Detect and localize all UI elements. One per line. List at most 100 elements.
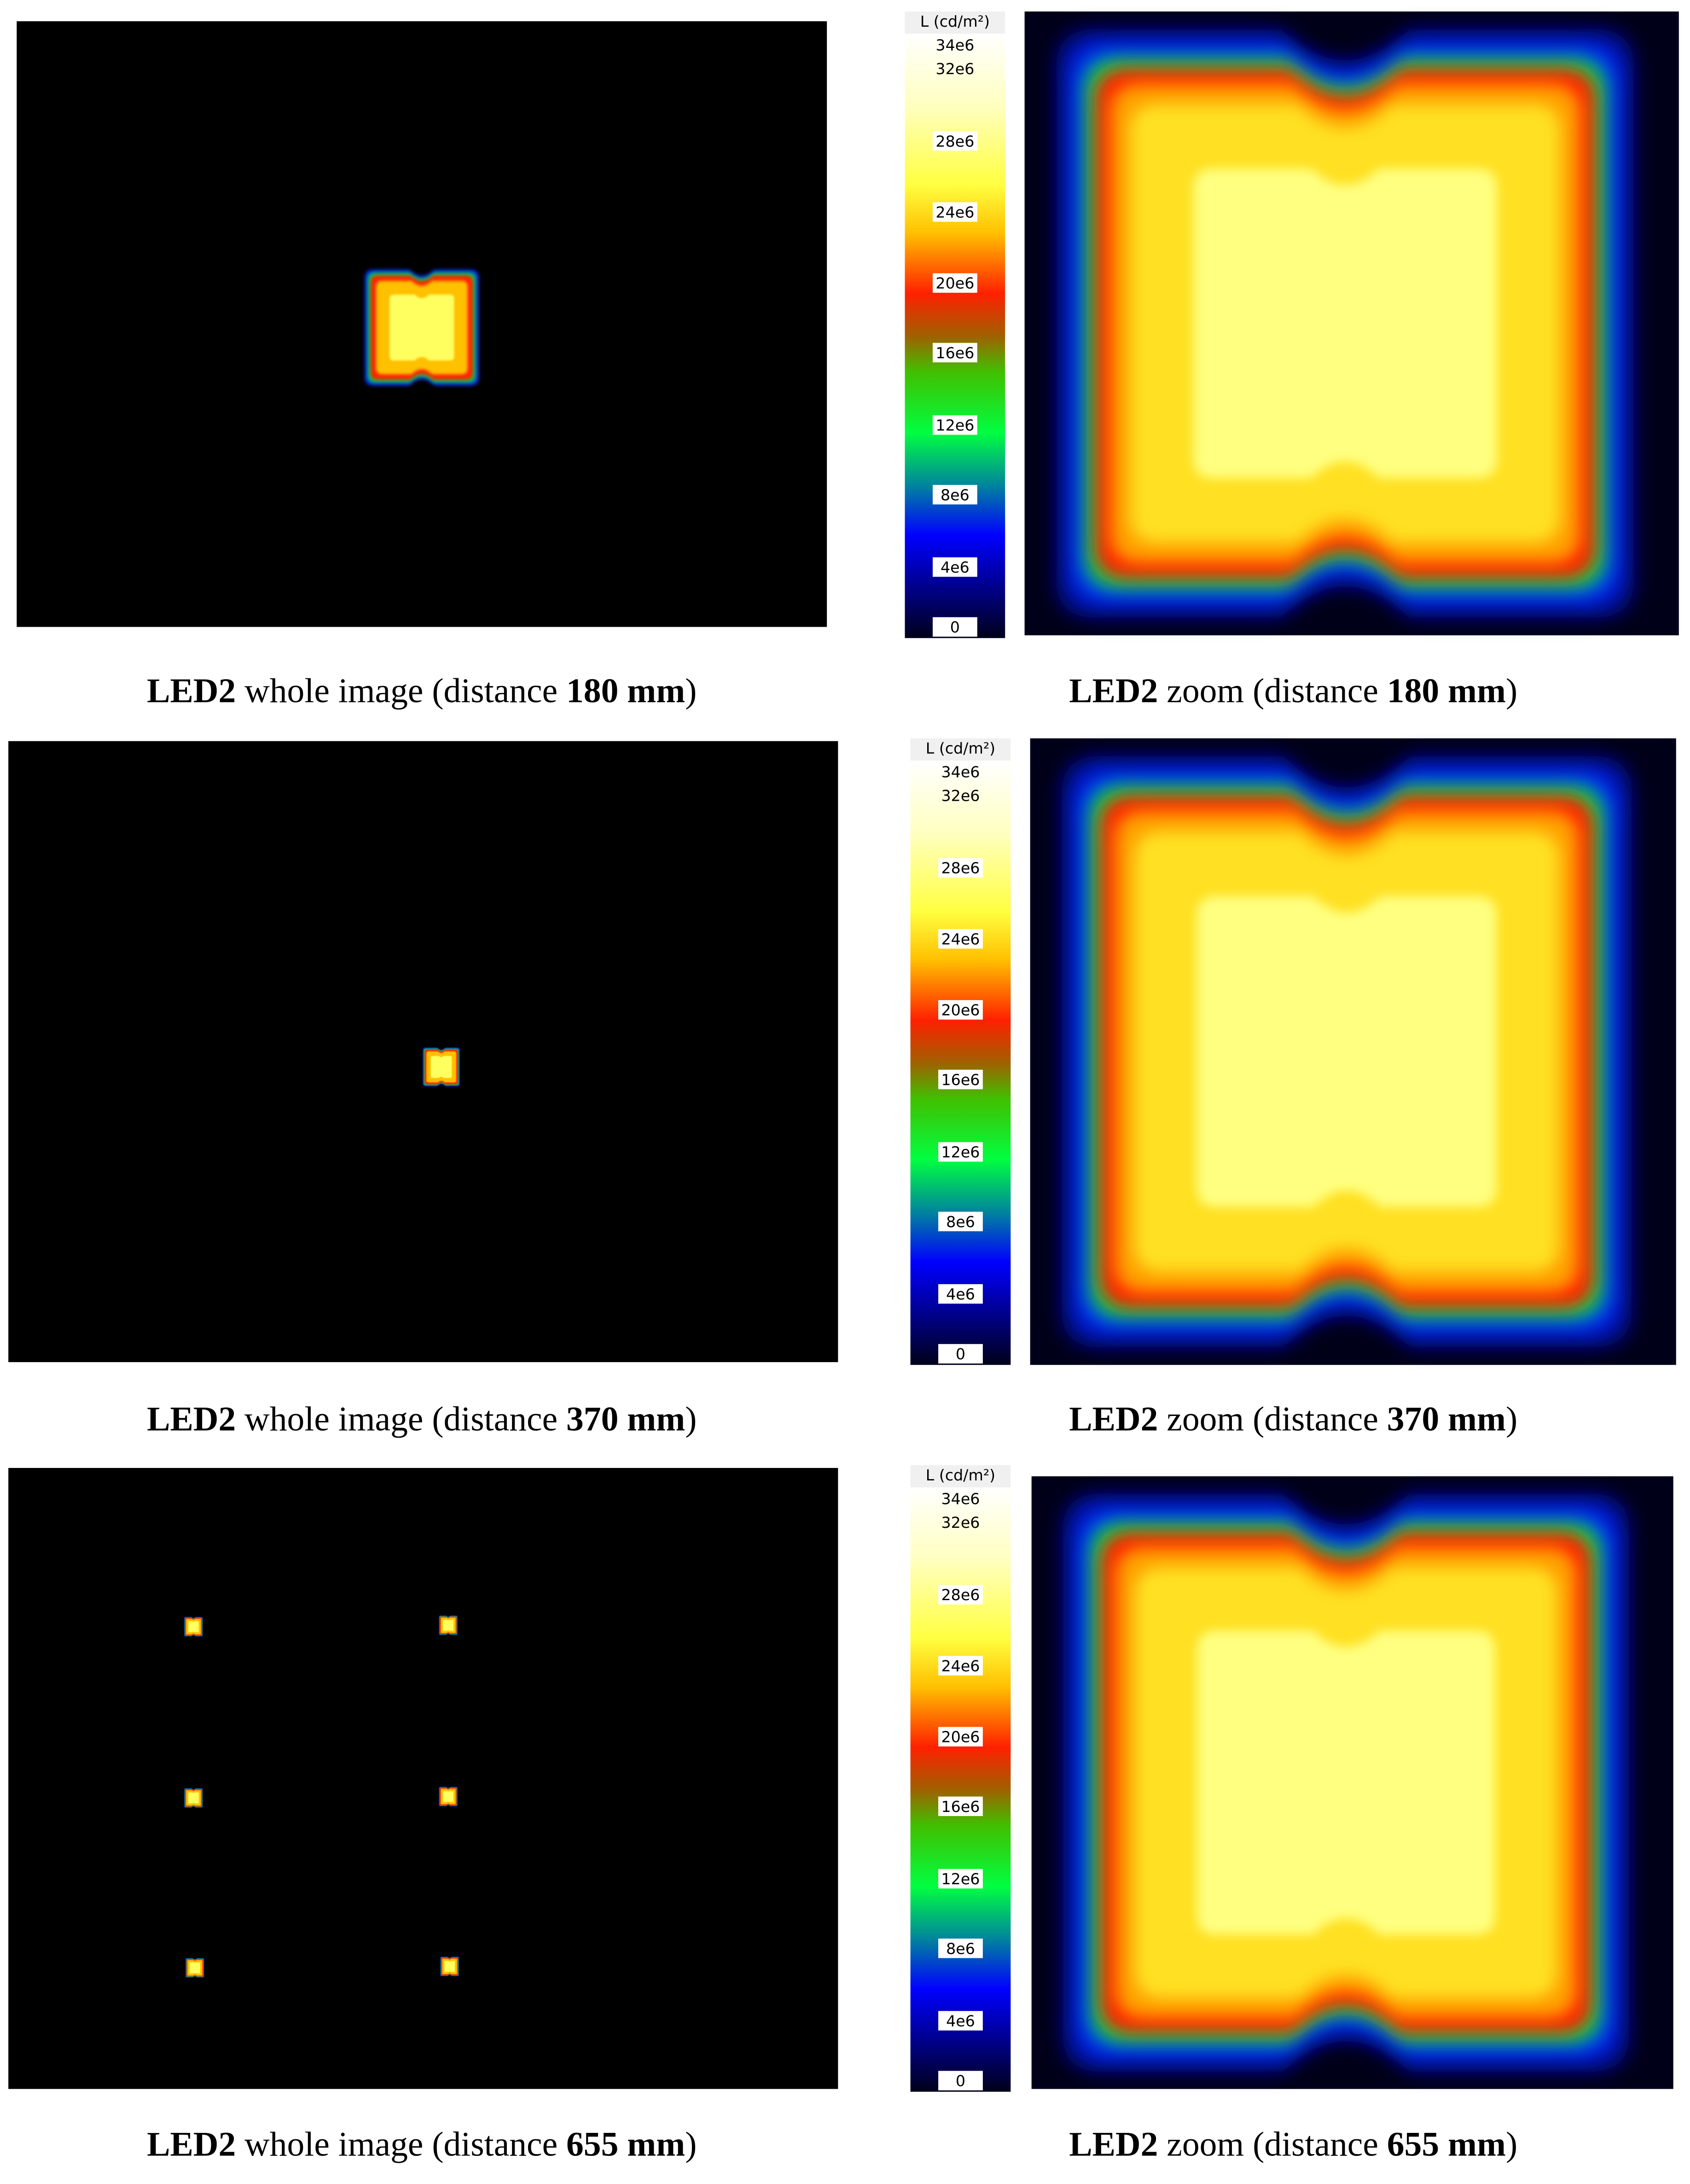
colorbar	[910, 1487, 1011, 2092]
caption: LED2 whole image (distance 655 mm)	[147, 2126, 697, 2164]
led-layer	[188, 1792, 199, 1804]
caption-part: )	[1506, 672, 1517, 710]
tick-box	[938, 1284, 983, 1304]
tick-box	[938, 1000, 983, 1020]
led-image	[439, 1787, 458, 1806]
colorbar-tick-label: 28e6	[941, 859, 980, 877]
caption-part: )	[685, 672, 697, 710]
colorbar-tick-label: 0	[956, 1345, 965, 1363]
caption-part: LED2	[1069, 2126, 1158, 2164]
caption-part: LED2	[147, 2126, 236, 2164]
colorbar-tick-label: 0	[950, 618, 960, 636]
tick-box	[938, 929, 983, 949]
led-layer	[1196, 896, 1497, 1207]
caption: LED2 zoom (distance 370 mm)	[1069, 1400, 1517, 1438]
led-layer	[444, 1961, 455, 1972]
caption-part: 655 mm	[1387, 2126, 1506, 2164]
led-image	[423, 1048, 460, 1086]
led-image	[1063, 1494, 1629, 2072]
caption-part: )	[1506, 2126, 1517, 2164]
led-image	[184, 1617, 203, 1637]
tick-box	[933, 273, 977, 293]
caption-part: 180 mm	[566, 672, 685, 710]
colorbar-title: L (cd/m²)	[926, 1466, 995, 1484]
caption-part: LED2	[147, 672, 236, 710]
led-image	[439, 1615, 458, 1635]
colorbar-tick-label: 16e6	[935, 344, 974, 362]
colorbar-tick-label: 34e6	[941, 763, 980, 781]
colorbar-title: L (cd/m²)	[926, 740, 995, 757]
colorbar-tick-label: 20e6	[935, 274, 974, 292]
led-image	[365, 270, 479, 385]
caption-part: LED2	[1069, 672, 1158, 710]
tick-box	[933, 617, 977, 637]
colorbar-tick-label: 8e6	[941, 486, 970, 504]
led-layer	[443, 1619, 454, 1631]
tick-box	[938, 2071, 983, 2091]
colorbar-tick-label: 4e6	[946, 1285, 975, 1303]
colorbar	[910, 760, 1011, 1365]
colorbar-tick-label: 4e6	[946, 2012, 975, 2030]
tick-box	[938, 1070, 983, 1089]
colorbar-tick-label: 32e6	[935, 60, 974, 78]
led-image	[440, 1957, 459, 1976]
tick-box	[938, 1869, 983, 1889]
colorbar-tick-label: 34e6	[935, 36, 974, 54]
led-image	[184, 1788, 203, 1808]
tick-box	[938, 1656, 983, 1676]
colorbar-tick-label: 16e6	[941, 1798, 980, 1816]
colorbar-tick-label: 12e6	[941, 1870, 980, 1888]
colorbar-tick-label: 0	[956, 2072, 965, 2090]
led-layer	[188, 1621, 199, 1632]
colorbar-tick-label: 24e6	[935, 203, 974, 221]
colorbar	[905, 34, 1005, 638]
led-layer	[1193, 169, 1497, 478]
tick-box	[938, 1796, 983, 1816]
led-image	[186, 1958, 204, 1978]
tick-box	[938, 2011, 983, 2031]
colorbar-tick-label: 4e6	[941, 559, 970, 577]
caption-part: whole image (distance	[236, 1400, 566, 1438]
tick-box	[933, 343, 977, 362]
colorbar-tick-label: 20e6	[941, 1001, 980, 1019]
caption: LED2 whole image (distance 180 mm)	[147, 672, 697, 710]
colorbar-tick-label: 24e6	[941, 1657, 980, 1675]
tick-box	[938, 1727, 983, 1747]
led-layer	[189, 1962, 200, 1974]
tick-box	[938, 858, 983, 878]
caption-part: 370 mm	[1387, 1400, 1506, 1438]
caption: LED2 zoom (distance 180 mm)	[1069, 672, 1517, 710]
tick-box	[933, 415, 977, 435]
caption-part: )	[1506, 1400, 1517, 1438]
colorbar-tick-label: 20e6	[941, 1728, 980, 1746]
caption-part: 180 mm	[1387, 672, 1506, 710]
tick-box	[933, 131, 977, 151]
caption-part: whole image (distance	[236, 2126, 566, 2164]
tick-box	[938, 1939, 983, 1958]
colorbar-tick-label: 8e6	[946, 1213, 975, 1231]
colorbar-tick-label: 32e6	[941, 1514, 980, 1532]
led-layer	[389, 294, 454, 361]
led-layer	[1197, 1631, 1495, 1935]
caption-part: )	[685, 2126, 697, 2164]
caption-part: )	[685, 1400, 697, 1438]
caption-part: whole image (distance	[236, 672, 566, 710]
caption-part: zoom (distance	[1158, 2126, 1387, 2164]
colorbar-tick-label: 24e6	[941, 930, 980, 948]
tick-box	[933, 557, 977, 577]
tick-box	[938, 1584, 983, 1605]
caption: LED2 whole image (distance 370 mm)	[147, 1400, 697, 1438]
tick-box	[933, 202, 977, 222]
colorbar-tick-label: 34e6	[941, 1490, 980, 1508]
led-layer	[430, 1056, 452, 1078]
colorbar-tick-label: 32e6	[941, 787, 980, 805]
caption-part: zoom (distance	[1158, 672, 1387, 710]
tick-box	[938, 1211, 983, 1231]
caption-part: LED2	[147, 1400, 236, 1438]
colorbar-tick-label: 16e6	[941, 1071, 980, 1089]
tick-box	[933, 485, 977, 505]
colorbar-tick-label: 12e6	[941, 1143, 980, 1161]
caption: LED2 zoom (distance 655 mm)	[1069, 2126, 1517, 2164]
tick-box	[938, 1142, 983, 1162]
